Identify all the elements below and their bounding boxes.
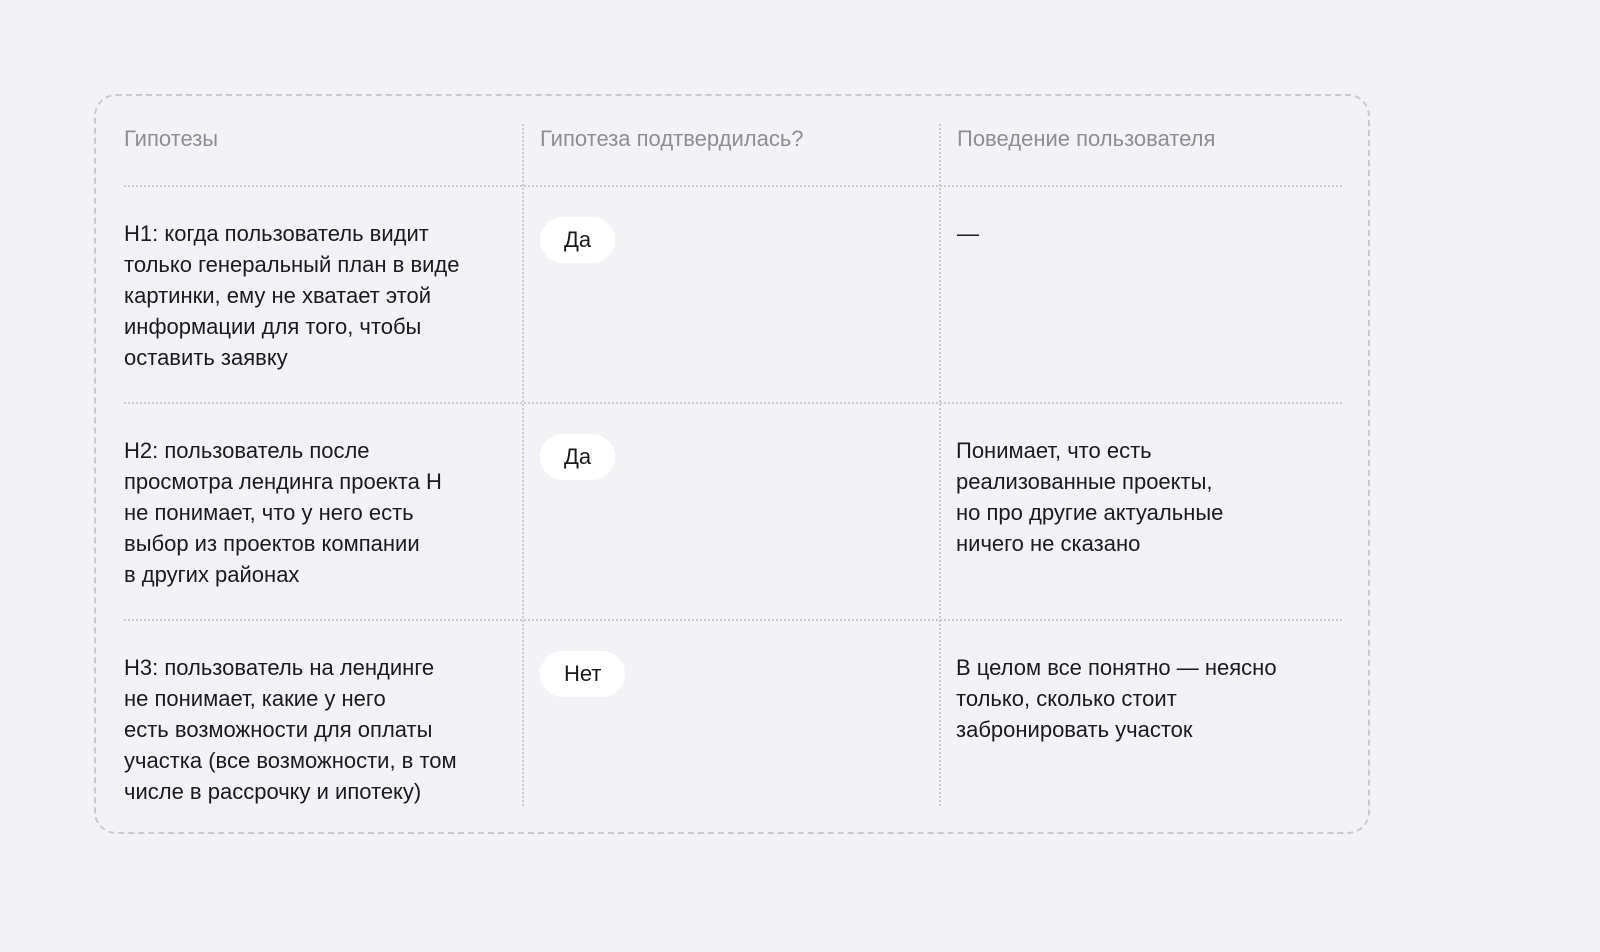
confirmed-badge: Нет bbox=[540, 651, 626, 697]
behavior-cell: В целом все понятно — неясно только, ско… bbox=[956, 655, 1277, 742]
header-behavior: Поведение пользователя bbox=[957, 126, 1216, 151]
column-divider bbox=[939, 124, 941, 806]
behavior-cell: Понимает, что есть реализованные проекты… bbox=[956, 438, 1224, 556]
confirmed-badge: Да bbox=[540, 217, 616, 263]
row-divider bbox=[124, 619, 1342, 621]
row-divider bbox=[124, 402, 1342, 404]
column-divider bbox=[522, 124, 524, 806]
hypotheses-table bbox=[94, 94, 1370, 834]
confirmed-badge: Да bbox=[540, 434, 616, 480]
hypothesis-cell: H3: пользователь на лендинге не понимает… bbox=[124, 655, 457, 804]
hypothesis-cell: H2: пользователь после просмотра лендинг… bbox=[124, 438, 442, 587]
header-hypotheses: Гипотезы bbox=[124, 126, 219, 151]
header-confirmed: Гипотеза подтвердилась? bbox=[540, 126, 804, 151]
behavior-cell: — bbox=[957, 221, 979, 246]
row-divider bbox=[124, 185, 1342, 187]
hypothesis-cell: H1: когда пользователь видит только гене… bbox=[124, 221, 460, 370]
